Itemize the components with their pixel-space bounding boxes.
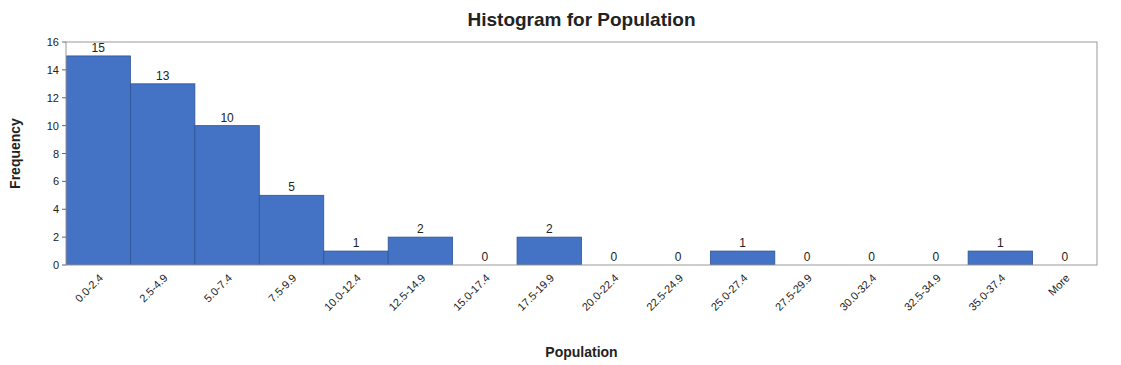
data-labels: 1513105120200100010 [92,41,1069,264]
y-tick-label: 8 [53,148,59,160]
y-tick-label: 14 [47,64,59,76]
bar [195,126,259,265]
bar [388,237,452,265]
y-tick-label: 2 [53,231,59,243]
y-tick-label: 6 [53,175,59,187]
x-tick-label: 2.5-4.9 [137,272,170,305]
data-label: 1 [997,236,1004,250]
x-tick-label: 22.5-24.9 [644,272,685,313]
data-label: 0 [675,250,682,264]
x-tick-label: 27.5-29.9 [773,272,814,313]
x-tick-label: 20.0-22.4 [579,272,620,313]
data-label: 1 [353,236,360,250]
data-label: 1 [739,236,746,250]
data-label: 13 [156,69,170,83]
y-tick [62,265,66,266]
data-label: 2 [417,222,424,236]
title: Histogram for Population [468,9,696,30]
x-tick-label: 10.0-12.4 [322,272,363,313]
data-label: 2 [546,222,553,236]
y-axis: 0 2 4 6 8 10 12 14 16 [47,36,66,271]
x-tick-label: 12.5-14.9 [386,272,427,313]
plot-frame [66,42,1097,265]
bar [968,251,1032,265]
x-tick-label: 5.0-7.4 [201,272,234,305]
x-tick-label: 30.0-32.4 [837,272,878,313]
y-axis-label: Frequency [7,118,23,189]
bar [259,195,323,265]
y-tick-label: 4 [53,203,59,215]
data-label: 0 [1061,250,1068,264]
x-tick-label: 25.0-27.4 [708,272,749,313]
y-tick-label: 16 [47,36,59,48]
x-tick-label: 15.0-17.4 [451,272,492,313]
y-tick-label: 0 [53,259,59,271]
y-tick [62,237,66,238]
y-tick [62,153,66,154]
x-tick-label: More [1046,272,1072,298]
data-label: 0 [804,250,811,264]
y-tick-label: 12 [47,92,59,104]
data-label: 10 [220,111,234,125]
data-label: 0 [868,250,875,264]
y-tick [62,125,66,126]
x-axis: 0.0-2.4 2.5-4.9 5.0-7.4 7.5-9.9 10.0-12.4 12.… [73,272,1072,313]
chart: 151310512020010001002468101214160.0-2.42… [0,0,1121,365]
bar [130,84,194,265]
y-tick [62,42,66,43]
y-tick [62,209,66,210]
y-tick-label: 10 [47,120,59,132]
x-tick-label: 0.0-2.4 [73,272,106,305]
data-label: 0 [610,250,617,264]
plot-area [66,42,1097,265]
data-label: 0 [482,250,489,264]
bar [66,56,130,265]
data-label: 15 [92,41,106,55]
bars [66,56,1033,265]
x-tick-label: 17.5-19.9 [515,272,556,313]
data-label: 0 [933,250,940,264]
y-tick [62,97,66,98]
bar [710,251,774,265]
x-tick-label: 7.5-9.9 [266,272,299,305]
x-axis-label: Population [545,344,617,360]
x-tick-label: 35.0-37.4 [966,272,1007,313]
bar [324,251,388,265]
y-tick [62,69,66,70]
y-tick [62,181,66,182]
data-label: 5 [288,180,295,194]
x-tick-label: 32.5-34.9 [902,272,943,313]
bar [517,237,581,265]
